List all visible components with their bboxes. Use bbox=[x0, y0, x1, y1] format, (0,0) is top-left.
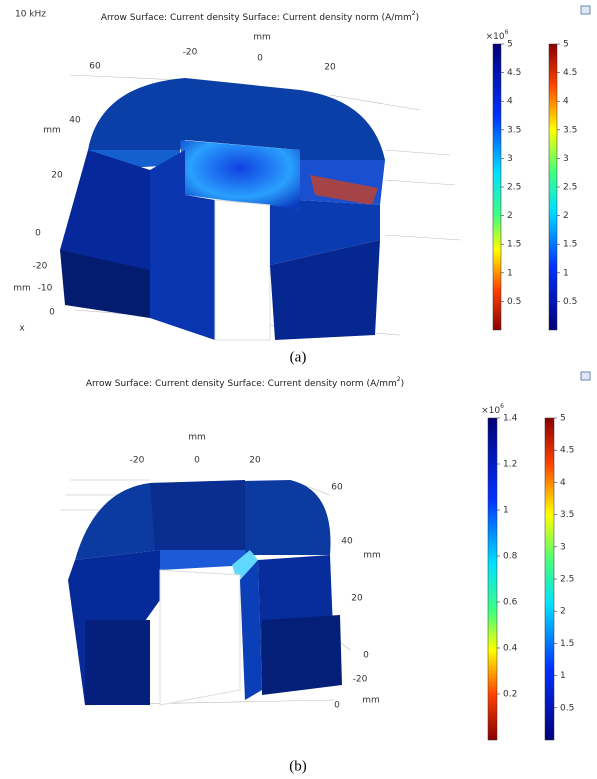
colorbar-multiplier: ×106 bbox=[481, 403, 504, 416]
multiplier-exponent: 6 bbox=[500, 403, 504, 410]
colorbar bbox=[487, 417, 498, 741]
colorbar-tick-label: 4 bbox=[560, 478, 566, 488]
multiplier-base: ×10 bbox=[481, 406, 500, 416]
colorbar-tick-label: 0.8 bbox=[503, 552, 518, 562]
colorbar bbox=[544, 417, 555, 741]
axis-label: -20 bbox=[353, 675, 368, 685]
frequency-label: 10 kHz bbox=[15, 10, 46, 20]
axis-label: 20 bbox=[249, 456, 261, 466]
colorbar-tick-label: 2.5 bbox=[507, 183, 521, 193]
colorbar-tick-label: 3.5 bbox=[563, 125, 577, 135]
axis-label: -10 bbox=[38, 284, 53, 294]
colorbar-tick-label: 2 bbox=[507, 211, 513, 221]
axis-label: 20 bbox=[324, 63, 336, 73]
colorbar-tick-label: 2 bbox=[563, 211, 569, 221]
colorbar-tick-label: 3 bbox=[560, 542, 566, 552]
model-a bbox=[60, 74, 461, 341]
axis-label: 20 bbox=[51, 171, 63, 181]
axis-label: mm bbox=[362, 696, 380, 706]
colorbar-tick-label: 1.5 bbox=[563, 240, 577, 250]
title-part: 2 bbox=[397, 376, 401, 383]
colorbar-tick-label: 5 bbox=[560, 414, 566, 424]
axis-label: -20 bbox=[183, 48, 198, 58]
window-icon[interactable] bbox=[580, 5, 591, 15]
colorbar-tick-label: 4.5 bbox=[507, 68, 521, 78]
colorbar-multiplier: ×106 bbox=[486, 29, 509, 42]
colorbar-tick-label: 1.5 bbox=[560, 639, 574, 649]
axis-label: -20 bbox=[33, 262, 48, 272]
title-part: Arrow Surface: Current density Surface: … bbox=[101, 13, 412, 23]
colorbar-tick-label: 1.5 bbox=[507, 240, 521, 250]
colorbar-tick-label: 3 bbox=[563, 154, 569, 164]
axis-label: 0 bbox=[49, 308, 55, 318]
colorbar-tick-label: 0.5 bbox=[560, 703, 574, 713]
axis-label: x bbox=[19, 324, 25, 334]
axis-label: mm bbox=[188, 433, 206, 443]
colorbar-tick-label: 0.5 bbox=[507, 297, 521, 307]
colorbar-tick-label: 4.5 bbox=[560, 446, 574, 456]
multiplier-exponent: 6 bbox=[505, 29, 509, 36]
colorbar-tick-label: 1.2 bbox=[503, 460, 517, 470]
colorbar-tick-label: 0.4 bbox=[503, 644, 518, 654]
axis-label: 60 bbox=[89, 62, 101, 72]
panel-title: Arrow Surface: Current density Surface: … bbox=[86, 376, 404, 389]
axis-label: mm bbox=[363, 551, 381, 561]
colorbar-tick-label: 1 bbox=[560, 671, 566, 681]
panel-title: Arrow Surface: Current density Surface: … bbox=[101, 10, 419, 23]
colorbar-tick-label: 4.5 bbox=[563, 68, 577, 78]
multiplier-base: ×10 bbox=[486, 32, 505, 42]
colorbar-tick-label: 2.5 bbox=[563, 183, 577, 193]
title-part: Arrow Surface: Current density Surface: … bbox=[86, 379, 397, 389]
caption: (a) bbox=[290, 349, 307, 365]
colorbar-tick-label: 3.5 bbox=[560, 510, 574, 520]
axis-label: mm bbox=[13, 284, 31, 294]
colorbar-tick-label: 0.6 bbox=[503, 598, 518, 608]
axis-label: mm bbox=[43, 126, 61, 136]
colorbar-tick-label: 5 bbox=[563, 40, 569, 50]
colorbar-tick-label: 1.4 bbox=[503, 414, 518, 424]
axis-label: 0 bbox=[334, 701, 340, 711]
title-part: ) bbox=[416, 13, 420, 23]
colorbar-tick-label: 4 bbox=[563, 97, 569, 107]
axis-label: 0 bbox=[194, 456, 200, 466]
title-part: 2 bbox=[412, 10, 416, 17]
model-b bbox=[60, 479, 351, 706]
axis-label: 60 bbox=[331, 483, 343, 493]
colorbar-tick-label: 0.5 bbox=[563, 297, 577, 307]
colorbar bbox=[548, 43, 558, 331]
colorbar-tick-label: 2 bbox=[560, 607, 566, 617]
colorbar-tick-label: 3 bbox=[507, 154, 513, 164]
axis-label: 0 bbox=[35, 229, 41, 239]
colorbar-tick-label: 3.5 bbox=[507, 125, 521, 135]
caption: (b) bbox=[289, 758, 307, 774]
colorbar-tick-label: 4 bbox=[507, 97, 513, 107]
window-icon[interactable] bbox=[580, 371, 591, 381]
axis-label: 0 bbox=[363, 651, 369, 661]
axis-label: -20 bbox=[130, 456, 145, 466]
axis-label: 40 bbox=[69, 116, 81, 126]
axis-label: 40 bbox=[341, 537, 353, 547]
axis-label: 0 bbox=[257, 54, 263, 64]
axis-label: 20 bbox=[351, 594, 363, 604]
colorbar-tick-label: 1 bbox=[507, 268, 513, 278]
colorbar-tick-label: 0.2 bbox=[503, 690, 517, 700]
colorbar-tick-label: 1 bbox=[503, 506, 509, 516]
colorbar bbox=[492, 43, 502, 331]
colorbar-tick-label: 5 bbox=[507, 40, 513, 50]
colorbar-tick-label: 1 bbox=[563, 268, 569, 278]
axis-label: mm bbox=[253, 33, 271, 43]
colorbar-tick-label: 2.5 bbox=[560, 575, 574, 585]
title-part: ) bbox=[401, 379, 405, 389]
